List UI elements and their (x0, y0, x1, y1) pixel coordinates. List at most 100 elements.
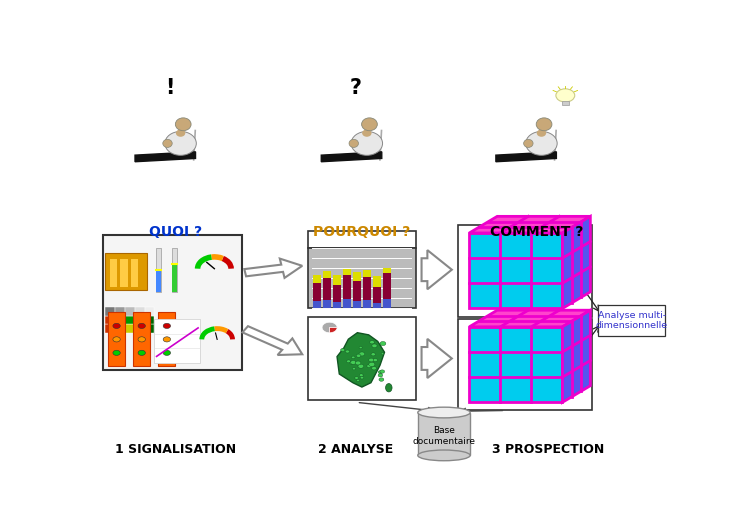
Polygon shape (173, 264, 177, 292)
Polygon shape (308, 316, 416, 400)
Text: !: ! (165, 78, 174, 98)
Polygon shape (337, 333, 385, 387)
Circle shape (341, 349, 345, 351)
Circle shape (359, 374, 363, 376)
Polygon shape (125, 315, 134, 324)
Polygon shape (115, 324, 125, 333)
Text: QUOI ?: QUOI ? (149, 225, 202, 239)
Polygon shape (421, 250, 452, 289)
Circle shape (371, 353, 376, 356)
Polygon shape (134, 324, 144, 333)
Ellipse shape (165, 131, 196, 155)
Polygon shape (324, 278, 331, 308)
Polygon shape (144, 324, 154, 333)
Text: Analyse multi-
dimensionnelle: Analyse multi- dimensionnelle (596, 311, 668, 330)
Text: 2 ANALYSE: 2 ANALYSE (318, 443, 394, 456)
Circle shape (379, 378, 384, 381)
Circle shape (379, 370, 382, 374)
Polygon shape (108, 313, 125, 366)
Circle shape (163, 323, 170, 329)
Circle shape (138, 337, 146, 342)
Circle shape (380, 341, 386, 346)
Circle shape (372, 367, 376, 370)
Polygon shape (353, 272, 361, 281)
Circle shape (357, 379, 360, 382)
Polygon shape (308, 248, 416, 308)
Polygon shape (135, 152, 195, 162)
Circle shape (556, 89, 575, 102)
Circle shape (356, 354, 361, 357)
Text: 3 PROSPECTION: 3 PROSPECTION (492, 443, 604, 456)
Polygon shape (469, 233, 562, 308)
Circle shape (373, 359, 378, 361)
Ellipse shape (176, 118, 191, 131)
Polygon shape (105, 324, 115, 333)
Polygon shape (469, 327, 562, 402)
Polygon shape (158, 313, 175, 366)
Circle shape (163, 337, 170, 342)
Circle shape (138, 350, 146, 356)
Polygon shape (144, 315, 154, 324)
Circle shape (113, 323, 120, 329)
Circle shape (351, 356, 355, 359)
Ellipse shape (362, 129, 372, 137)
Polygon shape (324, 271, 331, 278)
Polygon shape (313, 302, 321, 308)
Polygon shape (383, 298, 391, 308)
Polygon shape (383, 273, 391, 308)
Polygon shape (173, 249, 177, 292)
Polygon shape (120, 259, 128, 287)
Polygon shape (105, 307, 115, 315)
Polygon shape (134, 315, 144, 324)
Polygon shape (155, 270, 161, 292)
Circle shape (113, 337, 120, 342)
Circle shape (372, 344, 377, 348)
Circle shape (380, 370, 385, 373)
Polygon shape (313, 283, 321, 308)
Polygon shape (155, 249, 161, 292)
Polygon shape (154, 319, 201, 363)
Ellipse shape (418, 407, 470, 418)
Circle shape (138, 323, 146, 329)
Circle shape (355, 361, 360, 365)
Polygon shape (353, 281, 361, 308)
Polygon shape (373, 303, 382, 308)
Polygon shape (363, 277, 371, 308)
Polygon shape (457, 319, 592, 410)
Circle shape (366, 365, 371, 368)
Ellipse shape (362, 118, 377, 131)
Polygon shape (343, 269, 351, 275)
Polygon shape (105, 315, 115, 324)
Ellipse shape (351, 131, 382, 155)
Circle shape (346, 360, 351, 363)
Polygon shape (115, 307, 125, 315)
Circle shape (163, 350, 170, 356)
Text: POURQUOI ?: POURQUOI ? (313, 225, 410, 239)
Circle shape (381, 353, 384, 355)
Circle shape (359, 352, 365, 356)
Circle shape (345, 350, 349, 353)
Polygon shape (363, 299, 371, 308)
Polygon shape (110, 259, 117, 287)
FancyArrow shape (243, 326, 302, 355)
Polygon shape (333, 286, 342, 308)
Circle shape (113, 350, 120, 356)
Polygon shape (131, 259, 138, 287)
Polygon shape (343, 299, 351, 308)
Polygon shape (103, 235, 243, 370)
Polygon shape (308, 231, 416, 248)
Polygon shape (469, 216, 590, 233)
Polygon shape (469, 310, 590, 327)
Polygon shape (324, 300, 331, 308)
Circle shape (350, 361, 354, 364)
Ellipse shape (176, 129, 185, 137)
Polygon shape (457, 225, 592, 316)
Circle shape (378, 374, 383, 377)
Polygon shape (418, 412, 470, 455)
Circle shape (354, 377, 358, 379)
Ellipse shape (163, 139, 172, 147)
Ellipse shape (349, 139, 358, 147)
Polygon shape (144, 307, 154, 315)
Ellipse shape (385, 384, 392, 392)
Wedge shape (322, 322, 337, 333)
